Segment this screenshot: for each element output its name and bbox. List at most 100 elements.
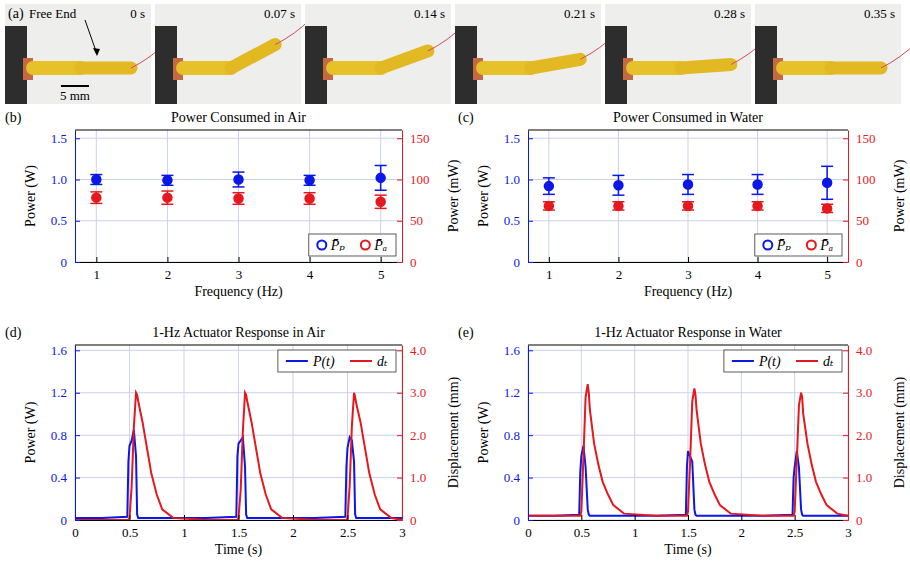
tick-label: 1.0 — [51, 172, 67, 187]
tick: 0 — [397, 513, 417, 528]
error-bar-cap — [543, 177, 555, 179]
tick-mark — [397, 435, 402, 436]
chart-title: 1-Hz Actuator Response in Water — [594, 325, 782, 340]
tick: 4 — [755, 257, 762, 282]
grid-line — [75, 345, 76, 520]
photo-background — [755, 4, 901, 104]
actuator-base — [783, 61, 831, 75]
error-bar — [375, 165, 387, 190]
tick-label: 0 — [856, 255, 863, 270]
tick: 3.0 — [843, 385, 872, 400]
legend: P̄ₚP̄ₐ — [309, 234, 396, 256]
tick-mark — [167, 257, 168, 262]
tick-mark — [96, 257, 97, 262]
grid-line — [402, 345, 403, 520]
chart-panel: 00.511.522.5300.40.81.21.601.02.03.04.01… — [5, 325, 462, 558]
panel-label: (c) — [458, 110, 474, 126]
marks — [543, 166, 833, 213]
tick-mark — [843, 520, 848, 521]
legend: P̄ₚP̄ₐ — [755, 234, 842, 256]
y-axis-title: Power (W) — [23, 401, 39, 463]
error-bar-cap — [821, 199, 833, 201]
tick: 1.0 — [843, 470, 872, 485]
error-bar-cap — [161, 190, 173, 192]
tick-label: 4 — [307, 267, 314, 282]
legend-marker — [361, 241, 370, 250]
y-axis: 00.40.81.21.6 — [51, 343, 80, 528]
legend-label: P̄ₚ — [776, 238, 792, 253]
point — [753, 180, 762, 189]
grid-line — [75, 477, 402, 478]
tick-mark — [293, 515, 294, 520]
plot-background — [75, 130, 402, 262]
tick: 2.0 — [397, 428, 426, 443]
panel-label: (d) — [5, 325, 22, 341]
photo-frame: 0.07 s — [155, 4, 311, 104]
photo-frame: 0.28 s — [605, 4, 767, 104]
error-bar-cap — [612, 194, 624, 196]
grid-line — [848, 345, 849, 520]
axis-line — [76, 262, 403, 263]
tick-label: 150 — [410, 131, 430, 146]
photo-background — [305, 4, 451, 104]
line — [75, 430, 402, 518]
legend-box — [724, 350, 842, 372]
tick: 1.5 — [51, 131, 80, 146]
tick: 150 — [843, 131, 876, 146]
tick: 1.2 — [51, 385, 80, 400]
tick-label: 100 — [410, 172, 430, 187]
tick: 0.5 — [504, 213, 533, 228]
tick-label: 2 — [739, 525, 746, 540]
error-bar — [612, 175, 624, 195]
tick-label: 1.0 — [856, 470, 872, 485]
grid-line — [548, 130, 549, 262]
tick-label: 1.2 — [504, 385, 520, 400]
point — [614, 201, 623, 210]
plot-frame — [528, 130, 848, 131]
actuator-tip — [231, 45, 275, 68]
tick-mark — [75, 180, 80, 181]
point — [305, 194, 314, 203]
legend-line — [350, 360, 372, 362]
tick-label: 2 — [165, 267, 172, 282]
photo-frame: 0.21 s — [455, 4, 616, 104]
grid — [528, 345, 848, 520]
tick: 1.0 — [51, 172, 80, 187]
tick-label: 3 — [236, 267, 243, 282]
panel-label: (b) — [5, 110, 22, 126]
tick: 1.6 — [51, 343, 80, 358]
tick-mark — [843, 435, 848, 436]
error-bar-cap — [304, 192, 316, 194]
tick-label: 1.5 — [680, 525, 696, 540]
tick-label: 4.0 — [410, 343, 426, 358]
error-bar — [682, 202, 694, 210]
tick-label: 50 — [856, 213, 869, 228]
legend-label: dₜ — [377, 354, 388, 369]
photo-frame: 0.14 s — [305, 4, 464, 104]
y-axis: 00.51.01.5 — [504, 131, 533, 270]
tick-mark — [310, 257, 311, 262]
tick-mark — [397, 350, 402, 351]
tick-mark — [75, 520, 80, 521]
tick-label: 1.6 — [51, 343, 68, 358]
tick-label: 1 — [632, 525, 639, 540]
point — [234, 194, 243, 203]
tick-mark — [397, 262, 402, 263]
error-bar-cap — [682, 174, 694, 176]
actuator-tip — [831, 62, 881, 75]
marks — [75, 393, 402, 520]
photo-frame: 0.35 s — [755, 4, 910, 104]
tick-mark — [130, 515, 131, 520]
tick-mark — [528, 180, 533, 181]
grid-line — [184, 345, 185, 520]
tick: 0 — [514, 255, 534, 270]
grid-line — [688, 130, 689, 262]
actuator-base — [33, 61, 81, 75]
x-axis-title: Time (s) — [664, 542, 712, 558]
tick-label: 2.5 — [787, 525, 803, 540]
tick-label: 2 — [616, 267, 623, 282]
x-axis-title: Frequency (Hz) — [644, 284, 733, 300]
tick-mark — [528, 350, 533, 351]
error-bar — [304, 175, 316, 185]
tick: 100 — [397, 172, 430, 187]
